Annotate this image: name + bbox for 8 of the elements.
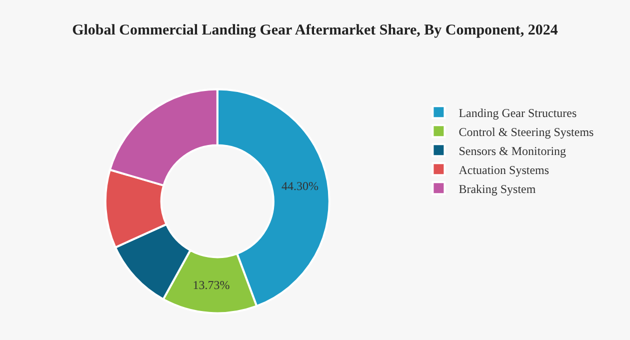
data-label: 13.73%: [192, 278, 230, 292]
legend-label: Sensors & Monitoring: [458, 144, 566, 158]
data-label: 44.30%: [282, 179, 319, 194]
legend-label: Control & Steering Systems: [458, 124, 594, 139]
legend-label: Actuation Systems: [458, 162, 550, 177]
legend-label: Landing Gear Structures: [458, 106, 577, 120]
chart-title: Global Commercial Landing Gear Aftermarket Share, By Component, 2024: [72, 22, 558, 38]
legend-label: Braking System: [458, 182, 536, 196]
